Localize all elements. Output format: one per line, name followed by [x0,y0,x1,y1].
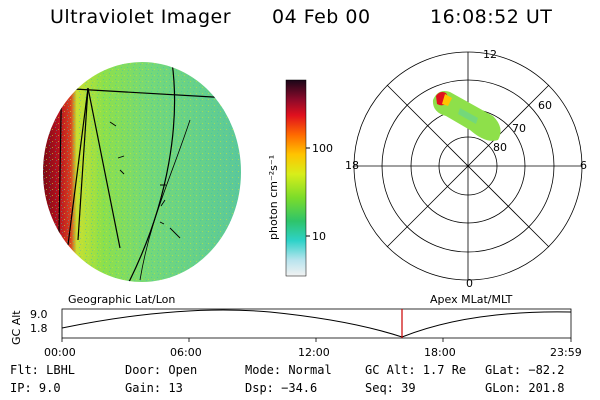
info-glon: GLon: 201.8 [485,381,565,395]
info-glat: GLat: −82.2 [485,363,565,377]
image-date: 04 Feb 00 [272,6,371,28]
info-ip: IP: 9.0 [10,381,61,395]
instrument-title: Ultraviolet Imager [50,6,232,28]
mlt-label-12: 12 [483,48,497,61]
x-tick-0600: 06:00 [170,346,202,359]
image-time: 16:08:52 UT [430,6,553,28]
colorbar-label: photon cm⁻²s⁻¹ [267,155,280,240]
info-filter: Flt: LBHL [10,363,76,377]
mlt-label-18: 18 [345,159,359,172]
info-dsp: Dsp: −34.6 [245,381,318,395]
auroral-oval [432,91,501,141]
info-mode: Mode: Normal [245,363,332,377]
mlat-label-70: 70 [512,122,526,135]
altitude-strip: Geographic Lat/Lon Apex MLat/MLT GC Alt … [10,293,572,345]
x-tick-1800: 18:00 [424,346,456,359]
geographic-label: Geographic Lat/Lon [68,293,175,306]
x-tick-2359: 23:59 [550,346,582,359]
info-gc-alt: GC Alt: 1.7 Re [365,363,467,377]
earth-disk-image [43,62,241,282]
gc-alt-axis-label: GC Alt [10,310,23,345]
y-tick-1-8: 1.8 [30,322,48,335]
mlat-label-60: 60 [538,99,552,112]
apex-label: Apex MLat/MLT [430,293,513,306]
info-door: Door: Open [125,363,198,377]
mlat-label-80: 80 [493,141,507,154]
mlt-label-6: 6 [580,159,587,172]
colorbar-tick-10: 10 [312,230,326,243]
info-seq: Seq: 39 [365,381,416,395]
polar-plot [353,51,583,281]
colorbar-tick-100: 100 [312,142,333,155]
info-gain: Gain: 13 [125,381,183,395]
y-tick-9: 9.0 [30,308,48,321]
x-tick-1200: 12:00 [298,346,330,359]
mlt-label-0: 0 [466,277,473,290]
polar-labels: 12 0 18 6 60 70 80 [345,48,587,290]
x-tick-0000: 00:00 [44,346,76,359]
colorbar: 100 10 photon cm⁻²s⁻¹ [267,79,333,277]
